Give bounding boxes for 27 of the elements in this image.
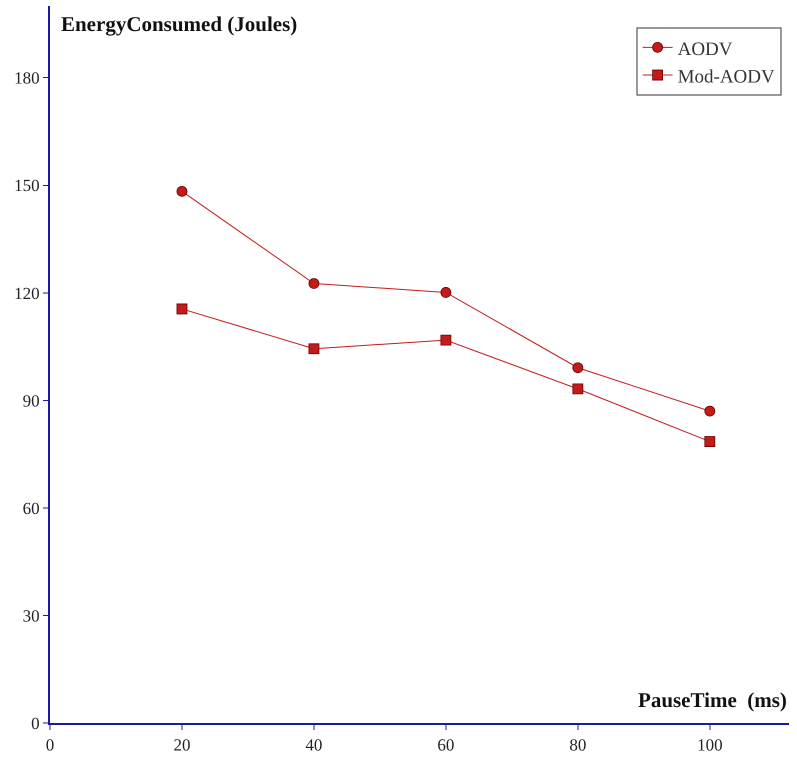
- y-tick-label: 120: [14, 284, 40, 303]
- x-tick-label: 0: [46, 735, 54, 754]
- x-tick-label: 60: [437, 735, 454, 754]
- point: [308, 278, 320, 289]
- y-axis-title: EnergyConsumed (Joules): [61, 12, 298, 36]
- y-tick-label: 150: [14, 176, 40, 196]
- point: [440, 287, 452, 298]
- x-tick-label: 80: [569, 735, 586, 754]
- point: [704, 436, 716, 447]
- x-axis-title: PauseTime (ms): [638, 688, 787, 712]
- point: [440, 334, 452, 346]
- point: [572, 383, 584, 394]
- legend-label: Mod-AODV: [678, 66, 775, 88]
- y-tick-label: 30: [22, 606, 40, 626]
- point: [176, 186, 188, 197]
- x-tick-label: 100: [697, 735, 723, 754]
- point: [704, 406, 716, 417]
- point: [176, 304, 188, 314]
- y-tick-label: 180: [14, 68, 40, 88]
- y-tick-label: 0: [31, 714, 40, 733]
- point: [308, 343, 320, 354]
- point: [572, 362, 584, 374]
- x-tick-label: 40: [305, 735, 322, 754]
- y-tick-label: 90: [22, 391, 40, 410]
- x-tick-label: 20: [173, 735, 190, 754]
- y-tick-label: 60: [22, 498, 40, 518]
- legend-label: AODV: [678, 38, 733, 60]
